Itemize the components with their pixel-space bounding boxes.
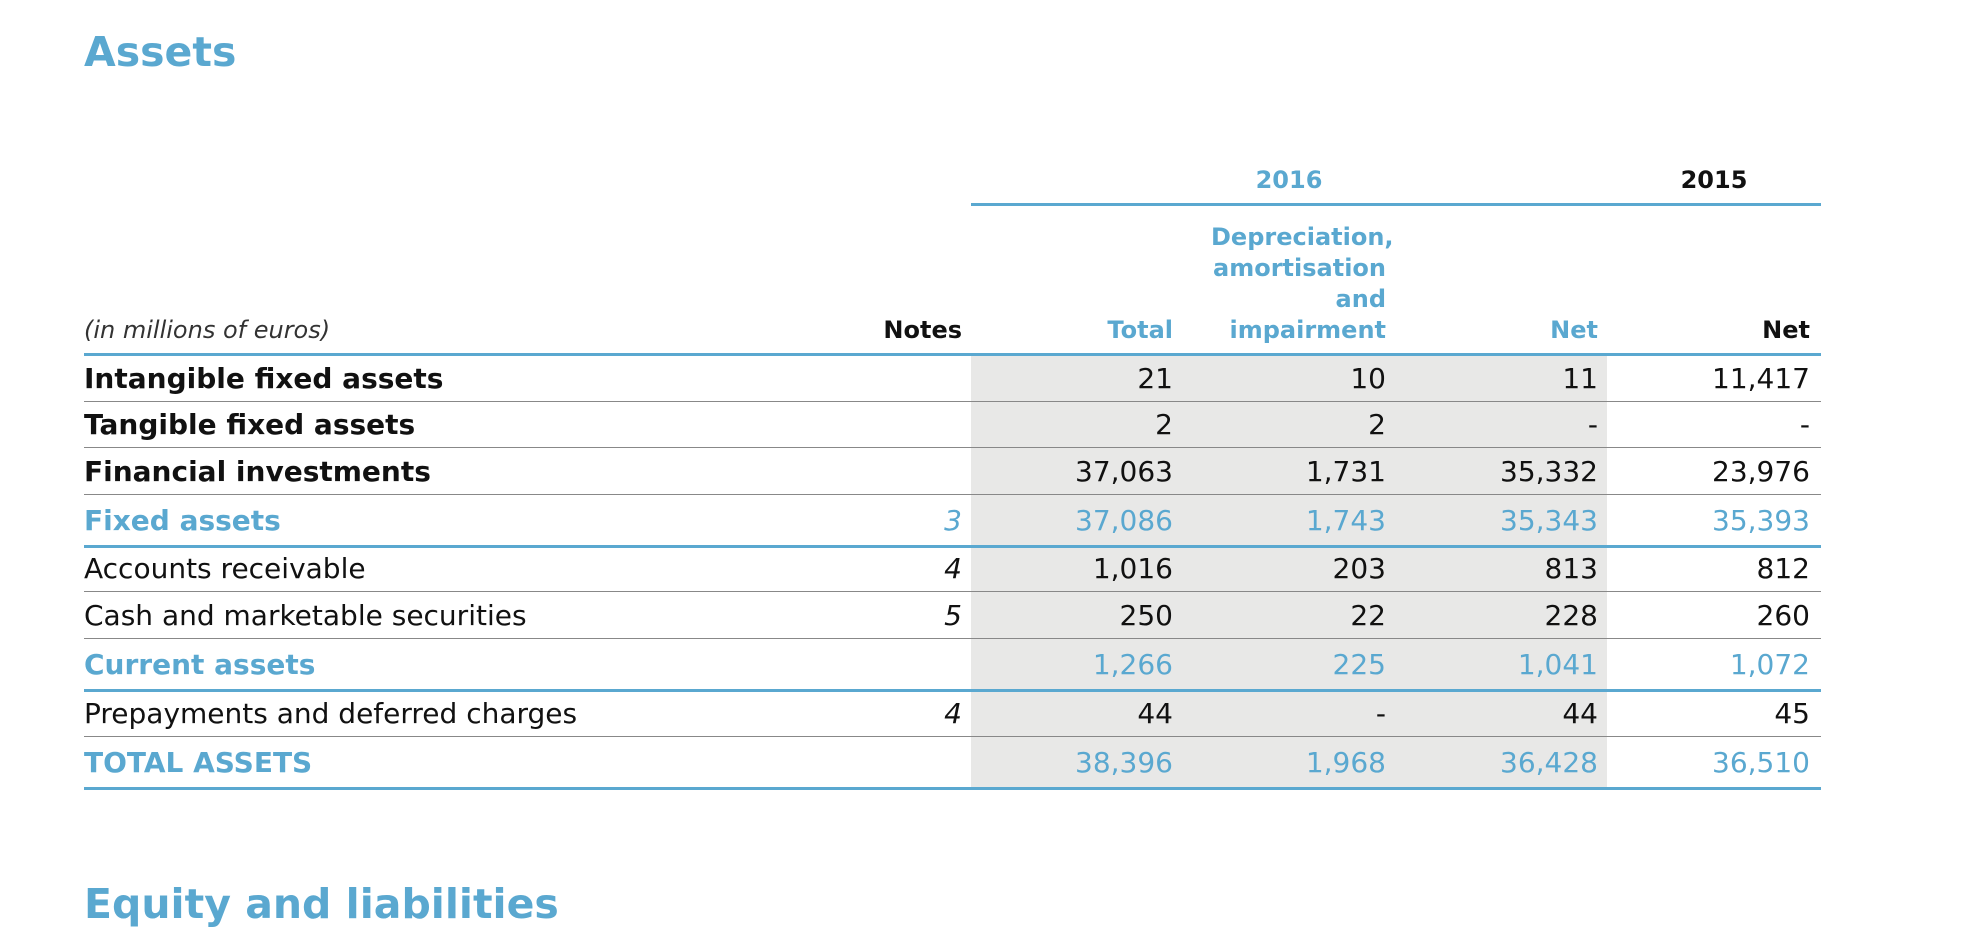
year-header: 2016 <box>1255 166 1323 194</box>
row-rule <box>84 401 1821 402</box>
shaded-area <box>971 355 1607 788</box>
cell: 2 <box>1368 408 1386 441</box>
row-rule <box>84 545 1821 548</box>
row-label: Accounts receivable <box>84 552 366 585</box>
cell: 45 <box>1774 696 1810 730</box>
next-section-title: Equity and liabilities <box>84 880 559 928</box>
row-rule <box>84 689 1821 692</box>
row-label: Tangible fixed assets <box>84 408 416 441</box>
cell: 250 <box>1119 598 1173 632</box>
row-rule <box>84 736 1821 737</box>
cell <box>762 645 962 685</box>
cell: 4 <box>944 552 962 585</box>
cell <box>762 405 962 445</box>
cell: 37,086 <box>1075 503 1173 537</box>
cell: 1,743 <box>1305 503 1386 537</box>
cell: 35,343 <box>1500 503 1598 537</box>
row-label: Current assets <box>84 647 316 681</box>
column-header: Net <box>1550 316 1598 344</box>
cell: 44 <box>1562 696 1598 730</box>
cell: 203 <box>1332 552 1386 585</box>
row-rule <box>84 494 1821 495</box>
cell: 37,063 <box>1075 454 1173 488</box>
row-rule <box>84 638 1821 639</box>
cell <box>762 452 962 492</box>
cell: 5 <box>944 598 962 632</box>
row-label: Prepayments and deferred charges <box>84 696 578 730</box>
cell: 3 <box>944 503 962 537</box>
row-label: Fixed assets <box>84 503 281 537</box>
cell: 11,417 <box>1712 361 1810 395</box>
cell: 23,976 <box>1712 454 1810 488</box>
cell: 11 <box>1562 361 1598 395</box>
column-header: Depreciation, amortisation and impairmen… <box>1211 223 1394 344</box>
cell: 4 <box>944 696 962 730</box>
row-rule <box>84 447 1821 448</box>
cell: - <box>1375 696 1386 730</box>
cell: 35,393 <box>1712 503 1810 537</box>
cell: 36,428 <box>1500 745 1598 779</box>
row-label: TOTAL ASSETS <box>84 745 313 779</box>
cell: 813 <box>1544 552 1598 585</box>
unit-note: (in millions of euros) <box>84 316 331 344</box>
header-rule <box>971 203 1821 206</box>
cell: 1,072 <box>1729 647 1810 681</box>
cell: 1,016 <box>1092 552 1173 585</box>
row-label: Financial investments <box>84 454 431 488</box>
year-header: 2015 <box>1680 166 1748 194</box>
row-label: Cash and marketable securities <box>84 598 527 632</box>
cell: 225 <box>1332 647 1386 681</box>
cell <box>762 359 962 399</box>
row-rule <box>84 787 1821 790</box>
column-header: Net <box>1762 316 1810 344</box>
cell: 38,396 <box>1075 745 1173 779</box>
cell: 44 <box>1137 696 1173 730</box>
cell: 228 <box>1544 598 1598 632</box>
cell: - <box>1587 408 1598 441</box>
cell: 22 <box>1350 598 1386 632</box>
cell: 2 <box>1155 408 1173 441</box>
column-header: Notes <box>883 316 962 344</box>
cell: 1,968 <box>1305 745 1386 779</box>
section-title: Assets <box>84 28 237 76</box>
cell: 1,266 <box>1092 647 1173 681</box>
cell <box>762 743 962 783</box>
column-header: Total <box>1107 316 1173 344</box>
cell: 36,510 <box>1712 745 1810 779</box>
cell: 35,332 <box>1500 454 1598 488</box>
cell: - <box>1799 408 1810 441</box>
cell: 1,041 <box>1517 647 1598 681</box>
row-label: Intangible fixed assets <box>84 361 444 395</box>
cell: 10 <box>1350 361 1386 395</box>
row-rule <box>84 591 1821 592</box>
cell: 812 <box>1756 552 1810 585</box>
header-rule <box>84 353 1821 356</box>
cell: 21 <box>1137 361 1173 395</box>
cell: 260 <box>1756 598 1810 632</box>
cell: 1,731 <box>1305 454 1386 488</box>
